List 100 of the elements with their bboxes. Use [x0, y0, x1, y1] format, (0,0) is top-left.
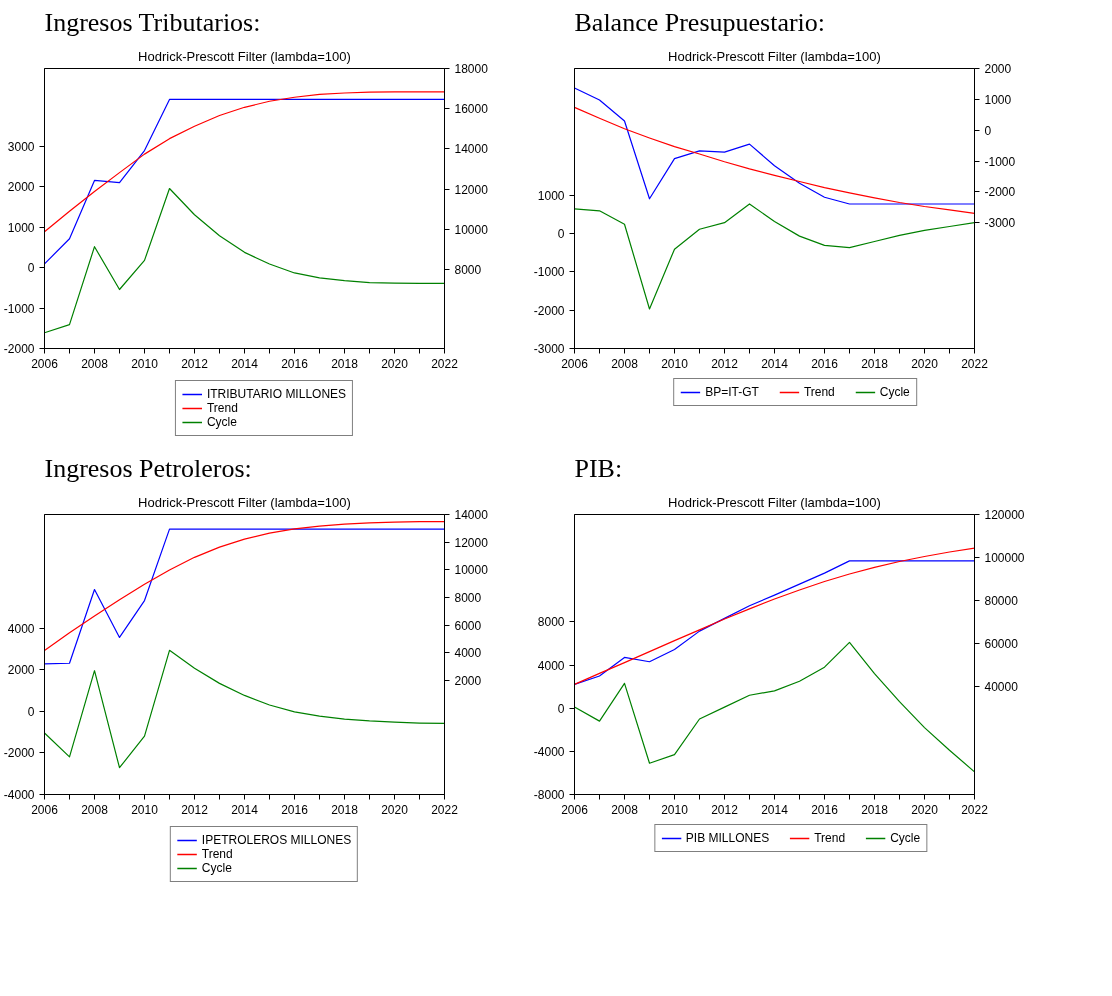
y2-tick-label: 2000 [454, 673, 482, 688]
line-series [44, 187, 445, 334]
y2-tick-label: 1000 [984, 92, 1012, 107]
y-tick-label: 0 [557, 701, 565, 716]
legend-label: Cycle [879, 385, 910, 399]
x-tick-label: 2018 [861, 802, 889, 817]
y2-tick-label: 40000 [984, 680, 1019, 695]
legend-label: Cycle [890, 831, 921, 845]
x-tick-label: 2016 [281, 356, 309, 371]
y-tick-label: 4000 [7, 621, 35, 636]
x-tick-label: 2022 [431, 356, 459, 371]
chart-subtitle: Hodrick-Prescott Filter (lambda=100) [668, 48, 881, 64]
x-tick-label: 2014 [761, 802, 789, 817]
x-tick-label: 2020 [911, 356, 939, 371]
x-tick-label: 2022 [431, 802, 459, 817]
x-tick-label: 2008 [611, 356, 639, 371]
line-series [574, 203, 975, 310]
legend-label: ITRIBUTARIO MILLONES [206, 387, 347, 401]
x-tick-label: 2012 [181, 802, 209, 817]
x-tick-label: 2020 [911, 802, 939, 817]
y-tick-label: 0 [27, 261, 35, 276]
y2-tick-label: 16000 [454, 102, 489, 117]
y-tick-label: 3000 [7, 139, 35, 154]
chart-title: PIB: [574, 453, 623, 483]
x-tick-label: 2014 [231, 802, 259, 817]
y2-tick-label: 12000 [454, 182, 489, 197]
chart-title: Balance Presupuestario: [574, 7, 826, 37]
y-tick-label: 1000 [537, 188, 565, 203]
legend-label: Cycle [201, 861, 232, 875]
x-tick-label: 2012 [181, 356, 209, 371]
y2-tick-label: 18000 [454, 62, 489, 76]
y2-tick-label: 12000 [454, 535, 489, 550]
y-tick-label: 8000 [537, 615, 565, 630]
y2-tick-label: 60000 [984, 637, 1019, 652]
y2-tick-label: 8000 [454, 263, 482, 278]
legend-label: BP=IT-GT [705, 385, 759, 399]
y-tick-label: -4000 [533, 744, 565, 759]
y-tick-label: -2000 [533, 303, 565, 318]
y2-tick-label: 4000 [454, 646, 482, 661]
line-series [574, 641, 975, 773]
y-tick-label: -8000 [533, 788, 565, 802]
y2-tick-label: 10000 [454, 222, 489, 237]
x-tick-label: 2020 [381, 802, 409, 817]
y-tick-label: 2000 [7, 663, 35, 678]
y2-tick-label: 2000 [984, 62, 1012, 76]
x-tick-label: 2016 [811, 356, 839, 371]
x-tick-label: 2006 [31, 802, 59, 817]
x-tick-label: 2012 [711, 356, 739, 371]
y2-tick-label: 120000 [984, 508, 1025, 522]
chart-subtitle: Hodrick-Prescott Filter (lambda=100) [138, 48, 351, 64]
x-tick-label: 2010 [661, 356, 689, 371]
y2-tick-label: -1000 [984, 154, 1016, 169]
y-tick-label: 2000 [7, 180, 35, 195]
line-series [44, 91, 445, 233]
y-tick-label: -1000 [533, 265, 565, 280]
y-tick-label: -3000 [533, 342, 565, 356]
y-tick-label: -2000 [3, 746, 35, 761]
y2-tick-label: 0 [984, 123, 992, 138]
chart-subtitle: Hodrick-Prescott Filter (lambda=100) [138, 494, 351, 510]
legend-label: Trend [803, 385, 835, 399]
y2-tick-label: 8000 [454, 590, 482, 605]
y2-tick-label: 14000 [454, 142, 489, 157]
y2-tick-label: -3000 [984, 216, 1016, 231]
x-tick-label: 2016 [281, 802, 309, 817]
y2-tick-label: 10000 [454, 563, 489, 578]
legend-label: Trend [814, 831, 846, 845]
line-series [44, 649, 445, 769]
legend-label: PIB MILLONES [685, 831, 770, 845]
legend-label: Trend [206, 401, 238, 415]
x-tick-label: 2018 [331, 802, 359, 817]
x-tick-label: 2012 [711, 802, 739, 817]
y2-tick-label: 100000 [984, 551, 1025, 566]
x-tick-label: 2018 [331, 356, 359, 371]
y-tick-label: -1000 [3, 301, 35, 316]
x-tick-label: 2022 [961, 356, 989, 371]
line-series [574, 106, 975, 214]
chart-subtitle: Hodrick-Prescott Filter (lambda=100) [668, 494, 881, 510]
x-tick-label: 2006 [31, 356, 59, 371]
x-tick-label: 2010 [131, 356, 159, 371]
x-tick-label: 2008 [611, 802, 639, 817]
legend-label: IPETROLEROS MILLONES [201, 833, 352, 847]
x-tick-label: 2020 [381, 356, 409, 371]
y-tick-label: 0 [557, 226, 565, 241]
x-tick-label: 2016 [811, 802, 839, 817]
x-tick-label: 2018 [861, 356, 889, 371]
chart-title: Ingresos Petroleros: [44, 453, 252, 483]
y2-tick-label: 14000 [454, 508, 489, 522]
legend-label: Cycle [206, 415, 237, 429]
line-series [574, 87, 975, 205]
x-tick-label: 2022 [961, 802, 989, 817]
y2-tick-label: 6000 [454, 618, 482, 633]
y-tick-label: 1000 [7, 220, 35, 235]
chart-title: Ingresos Tributarios: [44, 7, 261, 37]
y2-tick-label: -2000 [984, 185, 1016, 200]
y-tick-label: 0 [27, 704, 35, 719]
x-tick-label: 2014 [231, 356, 259, 371]
x-tick-label: 2010 [131, 802, 159, 817]
y-tick-label: -4000 [3, 788, 35, 802]
line-series [44, 98, 445, 265]
x-tick-label: 2008 [81, 802, 109, 817]
